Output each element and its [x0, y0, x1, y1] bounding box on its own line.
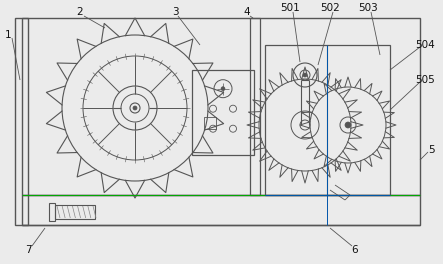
Bar — [250, 18, 260, 195]
Bar — [55, 205, 95, 219]
Text: 6: 6 — [352, 245, 358, 255]
Bar — [22, 195, 420, 225]
Text: 7: 7 — [25, 245, 31, 255]
Circle shape — [221, 87, 225, 91]
Text: 5: 5 — [429, 145, 435, 155]
Text: 502: 502 — [320, 3, 340, 13]
Text: 1: 1 — [5, 30, 12, 40]
Text: 4: 4 — [244, 7, 250, 17]
Text: 503: 503 — [358, 3, 378, 13]
Bar — [22, 18, 420, 195]
Text: 3: 3 — [172, 7, 179, 17]
Bar — [15, 18, 28, 225]
Text: 501: 501 — [280, 3, 300, 13]
Bar — [265, 45, 390, 195]
Text: 505: 505 — [415, 75, 435, 85]
Circle shape — [303, 73, 307, 77]
Circle shape — [133, 106, 137, 110]
Bar — [204, 117, 216, 129]
Circle shape — [345, 122, 351, 128]
Text: 504: 504 — [415, 40, 435, 50]
Bar — [49, 203, 55, 221]
Bar — [192, 70, 254, 155]
Text: 2: 2 — [77, 7, 83, 17]
